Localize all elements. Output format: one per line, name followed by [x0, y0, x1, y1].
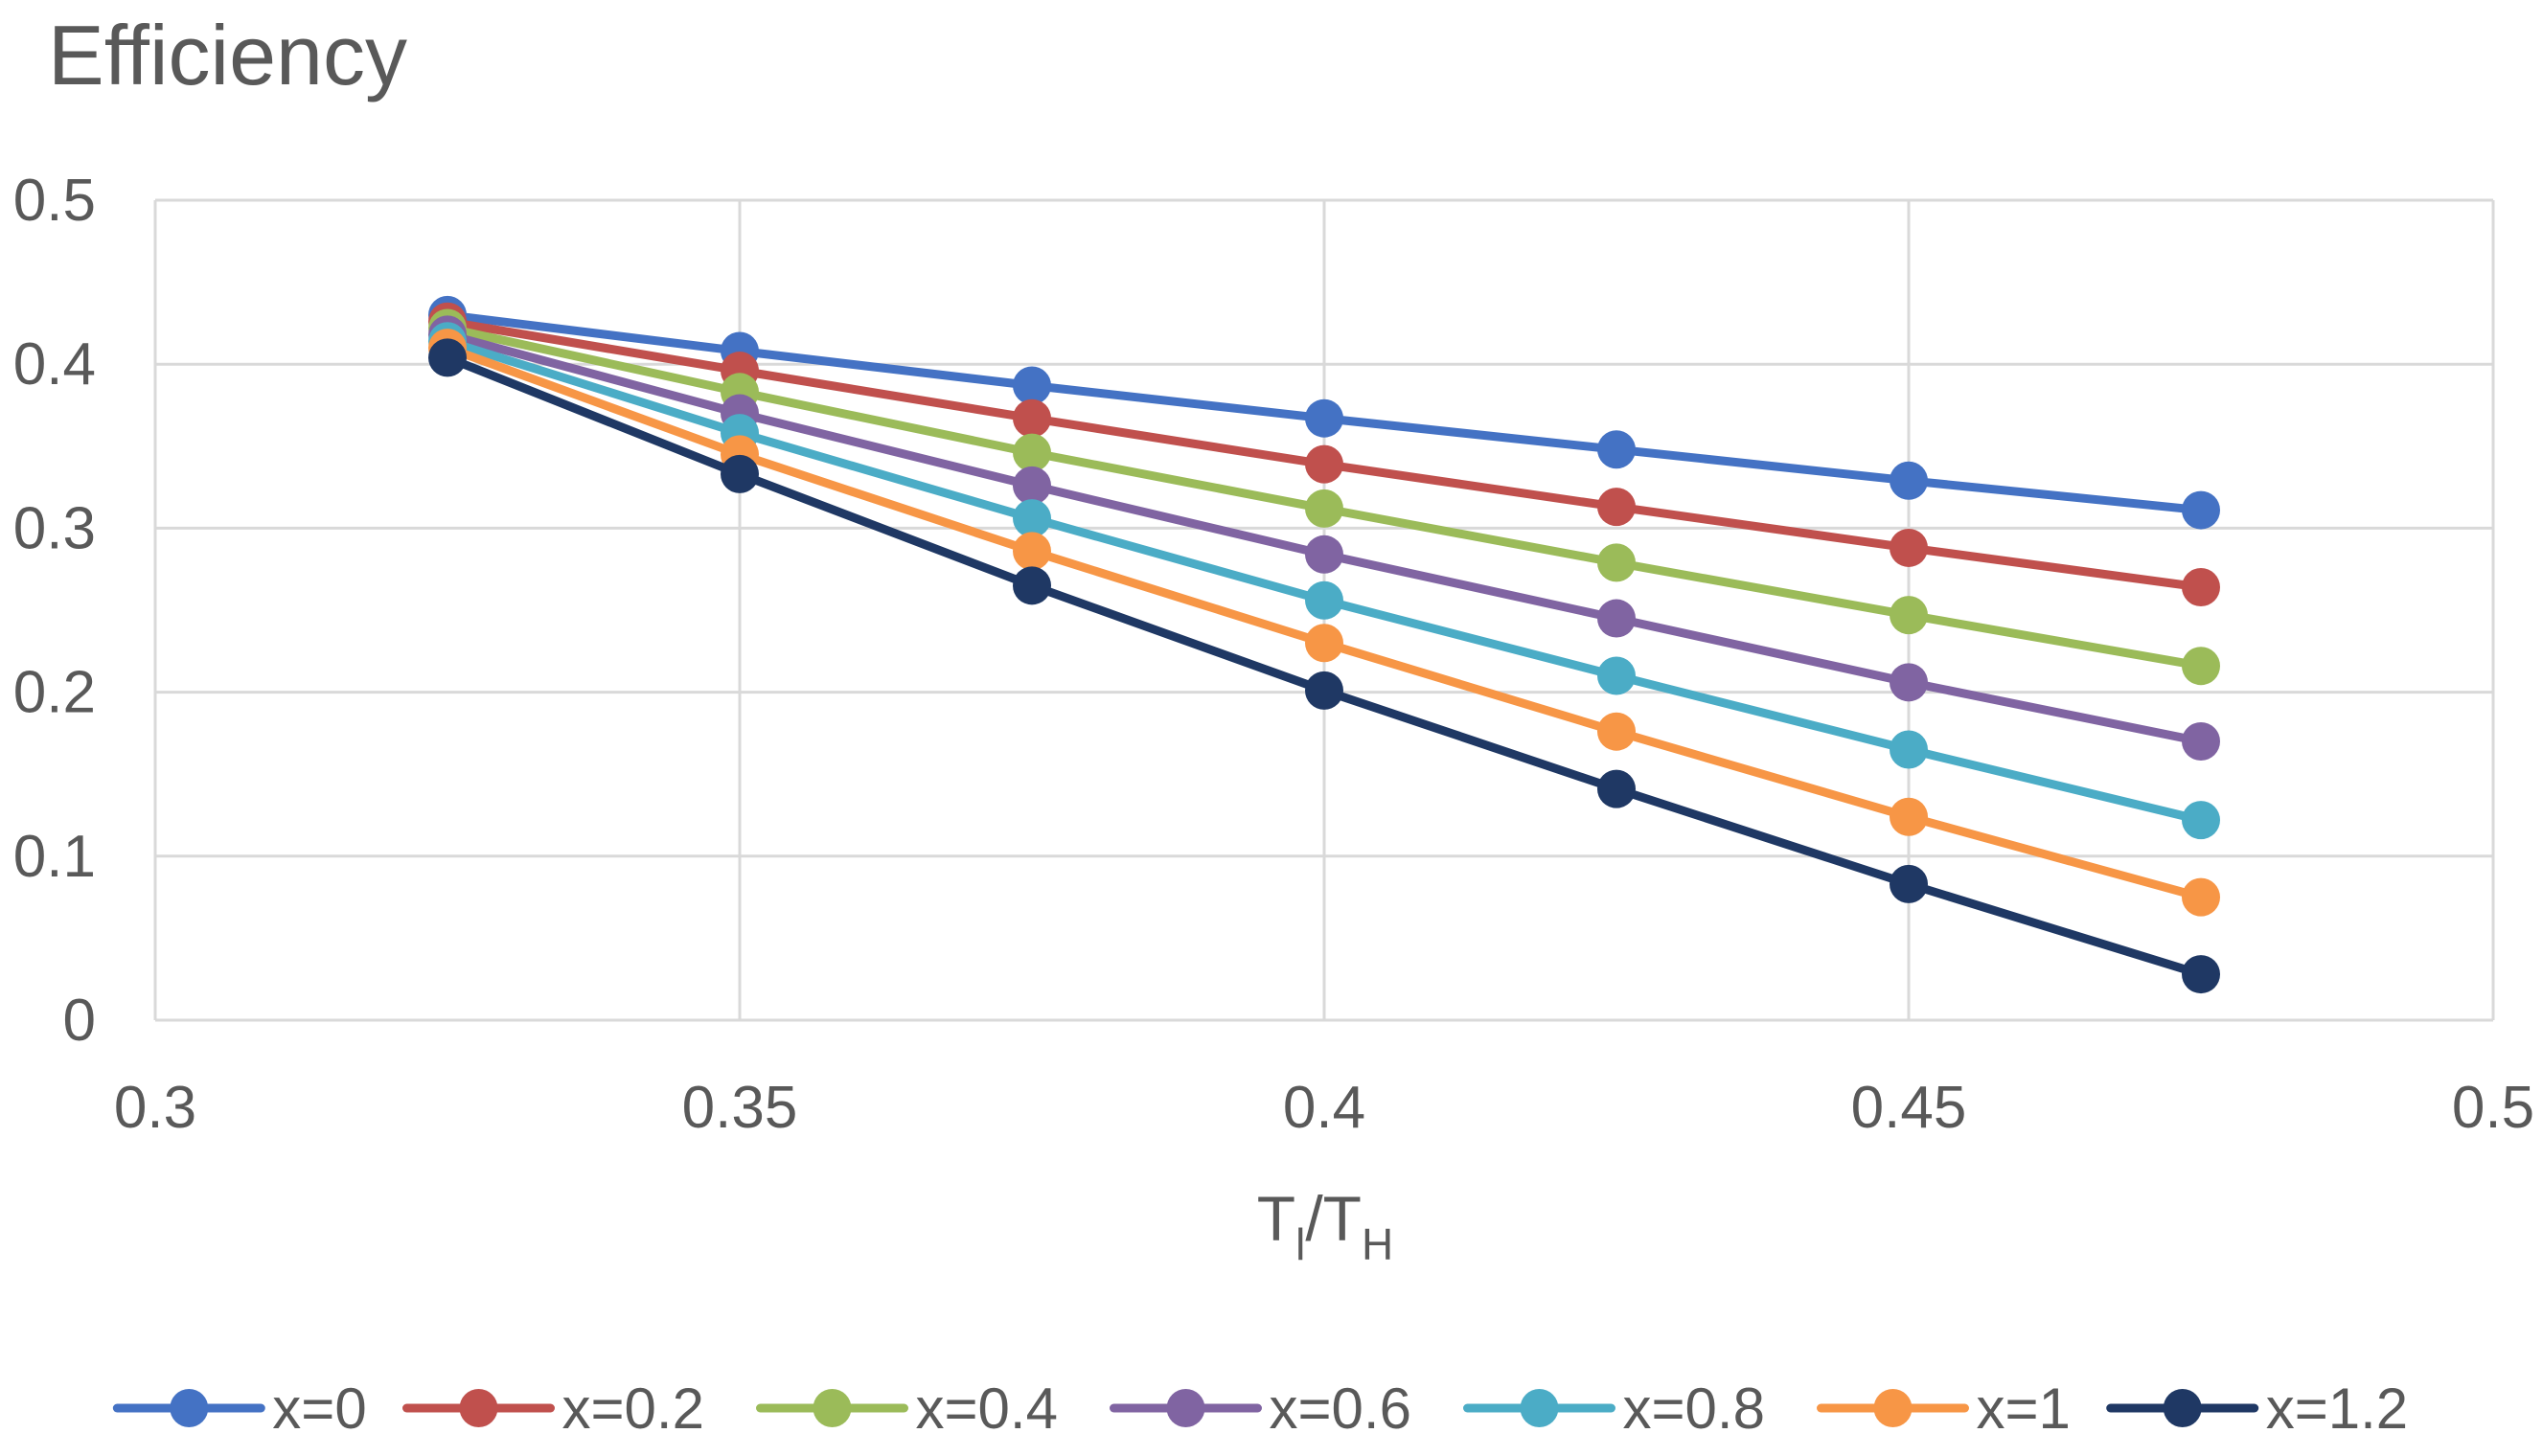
y-axis-tick-labels: 0 0.1 0.2 0.3 0.4 0.5 — [13, 168, 96, 1054]
y-tick-label: 0.1 — [13, 824, 96, 890]
data-point — [1013, 466, 1051, 505]
data-point — [1597, 656, 1636, 695]
data-point — [1013, 366, 1051, 405]
chart-title: Efficiency — [48, 8, 407, 102]
y-tick-label: 0.4 — [13, 331, 96, 398]
legend-item: x=1.2 — [2106, 1376, 2408, 1441]
data-point — [1890, 730, 1928, 769]
legend-swatch-marker — [1520, 1389, 1559, 1427]
data-point — [2182, 490, 2220, 530]
data-point — [1305, 535, 1343, 574]
data-point — [1597, 712, 1636, 751]
data-point — [1013, 566, 1051, 605]
data-point — [1890, 663, 1928, 702]
x-axis-title: Tl/TH — [1257, 1183, 1393, 1269]
data-point — [2182, 877, 2220, 917]
data-point — [1597, 543, 1636, 582]
x-axis-title-main-2: T — [1323, 1183, 1362, 1254]
legend-swatch-marker — [459, 1389, 498, 1427]
x-axis-title-sub-2: H — [1362, 1219, 1393, 1269]
x-tick-label: 0.3 — [114, 1075, 196, 1141]
data-point — [428, 338, 467, 377]
data-point — [1305, 444, 1343, 484]
data-point — [1597, 769, 1636, 808]
data-point — [1597, 488, 1636, 527]
legend-label: x=1.2 — [2266, 1376, 2408, 1441]
data-point — [721, 454, 759, 493]
data-point — [1305, 671, 1343, 710]
series-layer — [428, 295, 2220, 994]
legend-swatch-marker — [1873, 1389, 1913, 1427]
data-point — [2182, 721, 2220, 761]
legend-label: x=0 — [272, 1376, 366, 1441]
x-tick-label: 0.45 — [1851, 1075, 1967, 1141]
data-point — [1305, 624, 1343, 663]
x-axis-title-sub-1: l — [1295, 1219, 1305, 1269]
legend-item: x=0.6 — [1110, 1376, 1411, 1441]
legend-label: x=0.4 — [916, 1376, 1058, 1441]
data-point — [1890, 596, 1928, 635]
legend-item: x=1 — [1817, 1376, 2071, 1441]
data-point — [1013, 398, 1051, 438]
x-axis-title-main-1: T — [1257, 1183, 1295, 1254]
x-tick-label: 0.5 — [2452, 1075, 2534, 1141]
data-point — [1013, 532, 1051, 571]
y-tick-label: 0.5 — [13, 168, 96, 234]
data-point — [1013, 433, 1051, 472]
legend-label: x=1 — [1977, 1376, 2071, 1441]
data-point — [1305, 489, 1343, 528]
data-point — [1890, 797, 1928, 836]
legend-swatch-marker — [2163, 1389, 2202, 1427]
data-point — [1305, 580, 1343, 620]
legend-label: x=0.8 — [1623, 1376, 1765, 1441]
data-point — [1597, 430, 1636, 469]
y-tick-label: 0.3 — [13, 495, 96, 561]
legend-item: x=0.4 — [756, 1376, 1058, 1441]
data-point — [2182, 568, 2220, 607]
legend-swatch-marker — [813, 1389, 852, 1427]
legend-item: x=0.8 — [1463, 1376, 1765, 1441]
data-point — [2182, 801, 2220, 840]
x-axis-title-separator: / — [1305, 1183, 1323, 1254]
data-point — [1597, 599, 1636, 638]
legend-swatch-marker — [1166, 1389, 1205, 1427]
legend-swatch-marker — [170, 1389, 209, 1427]
x-axis-tick-labels: 0.3 0.35 0.4 0.45 0.5 — [114, 1075, 2534, 1141]
y-tick-label: 0 — [63, 988, 96, 1054]
data-point — [1890, 461, 1928, 500]
y-tick-label: 0.2 — [13, 660, 96, 726]
series-x=1.2 — [428, 338, 2220, 994]
legend: x=0 x=0.2 x=0.4 x=0.6 x=0.8 x=1 x=1.2 — [112, 1376, 2408, 1441]
x-tick-label: 0.35 — [682, 1075, 798, 1141]
data-point — [2182, 647, 2220, 686]
legend-item: x=0.2 — [402, 1376, 704, 1441]
data-point — [1890, 528, 1928, 567]
legend-item: x=0 — [112, 1376, 367, 1441]
data-point — [2182, 955, 2220, 994]
data-point — [1890, 864, 1928, 903]
x-tick-label: 0.4 — [1283, 1075, 1365, 1141]
legend-label: x=0.6 — [1270, 1376, 1411, 1441]
legend-label: x=0.2 — [562, 1376, 704, 1441]
data-point — [1305, 398, 1343, 438]
data-point — [1013, 499, 1051, 538]
